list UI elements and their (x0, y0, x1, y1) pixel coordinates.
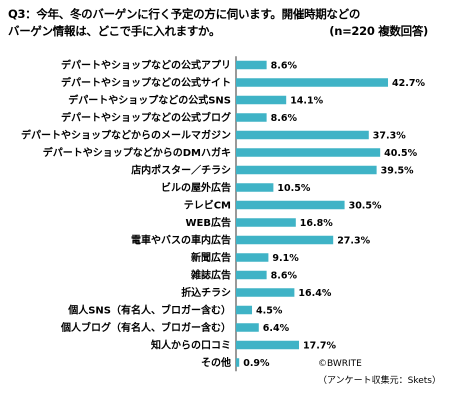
copyright-note: ©BWRITE (318, 359, 362, 369)
category-label: 雑誌広告 (190, 269, 231, 282)
category-label: 個人ブログ（有名人、ブロガー含む） (60, 321, 231, 334)
bar (236, 95, 287, 105)
title-line-2: バーゲン情報は、どこで手に入れますか。 (8, 24, 221, 38)
bar (236, 305, 253, 315)
value-label: 16.8% (300, 218, 333, 229)
category-label: WEB広告 (186, 216, 231, 229)
value-label: 17.7% (303, 341, 336, 352)
category-label: 店内ポスター／チラシ (131, 164, 231, 177)
value-label: 37.3% (373, 131, 406, 142)
category-label: その他 (201, 356, 231, 369)
value-label: 6.4% (263, 323, 290, 334)
value-label: 8.6% (271, 113, 298, 124)
category-label: 個人SNS（有名人、ブロガー含む） (67, 304, 231, 317)
bar (236, 253, 269, 262)
bar (236, 200, 345, 210)
value-label: 10.5% (277, 183, 310, 194)
value-label: 8.6% (271, 271, 298, 282)
category-label: デパートやショップなどの公式SNS (68, 94, 231, 107)
value-label: 4.5% (256, 306, 283, 317)
bar (236, 148, 381, 157)
category-label: デパートやショップなどからのDMハガキ (43, 146, 231, 159)
value-label: 9.1% (272, 253, 299, 264)
bar (236, 340, 300, 350)
bar (236, 235, 334, 245)
sample-note: (n=220 複数回答) (329, 24, 428, 38)
bar (236, 218, 296, 227)
category-label: 知人からの口コミ (150, 339, 231, 352)
value-label: 14.1% (290, 96, 323, 107)
value-label: 0.9% (243, 358, 270, 369)
value-label: 42.7% (392, 78, 425, 89)
category-label: デパートやショップなどからのメールマガジン (21, 129, 231, 142)
bar (236, 78, 389, 87)
category-label: テレビCM (184, 199, 231, 212)
chart-title: Q3：今年、冬のバーゲンに行く予定の方に伺います。開催時期などの バーゲン情報は… (8, 6, 452, 40)
category-label: 電車やバスの車内広告 (131, 234, 231, 247)
bar (236, 113, 267, 122)
value-label: 39.5% (381, 166, 414, 177)
value-label: 16.4% (298, 288, 331, 299)
value-label: 30.5% (349, 201, 382, 212)
bar (236, 323, 259, 332)
bar (236, 270, 267, 280)
title-line-1: Q3：今年、冬のバーゲンに行く予定の方に伺います。開催時期などの (8, 7, 361, 21)
category-label: 新聞広告 (191, 251, 231, 264)
category-label: ビルの屋外広告 (161, 181, 231, 194)
bar (236, 60, 267, 70)
category-label: デパートやショップなどの公式アプリ (61, 59, 231, 72)
category-label: デパートやショップなどの公式サイト (61, 76, 231, 89)
bar (236, 288, 295, 297)
value-label: 8.6% (271, 61, 298, 72)
bar (236, 165, 377, 175)
bar (236, 130, 369, 140)
bar (236, 358, 240, 367)
category-label: 折込チラシ (181, 286, 231, 299)
bar (236, 183, 274, 192)
value-label: 27.3% (337, 236, 370, 247)
category-label: デパートやショップなどの公式ブログ (61, 111, 231, 124)
source-note: （アンケート収集元：Skets） (318, 376, 441, 386)
value-label: 40.5% (384, 148, 417, 159)
